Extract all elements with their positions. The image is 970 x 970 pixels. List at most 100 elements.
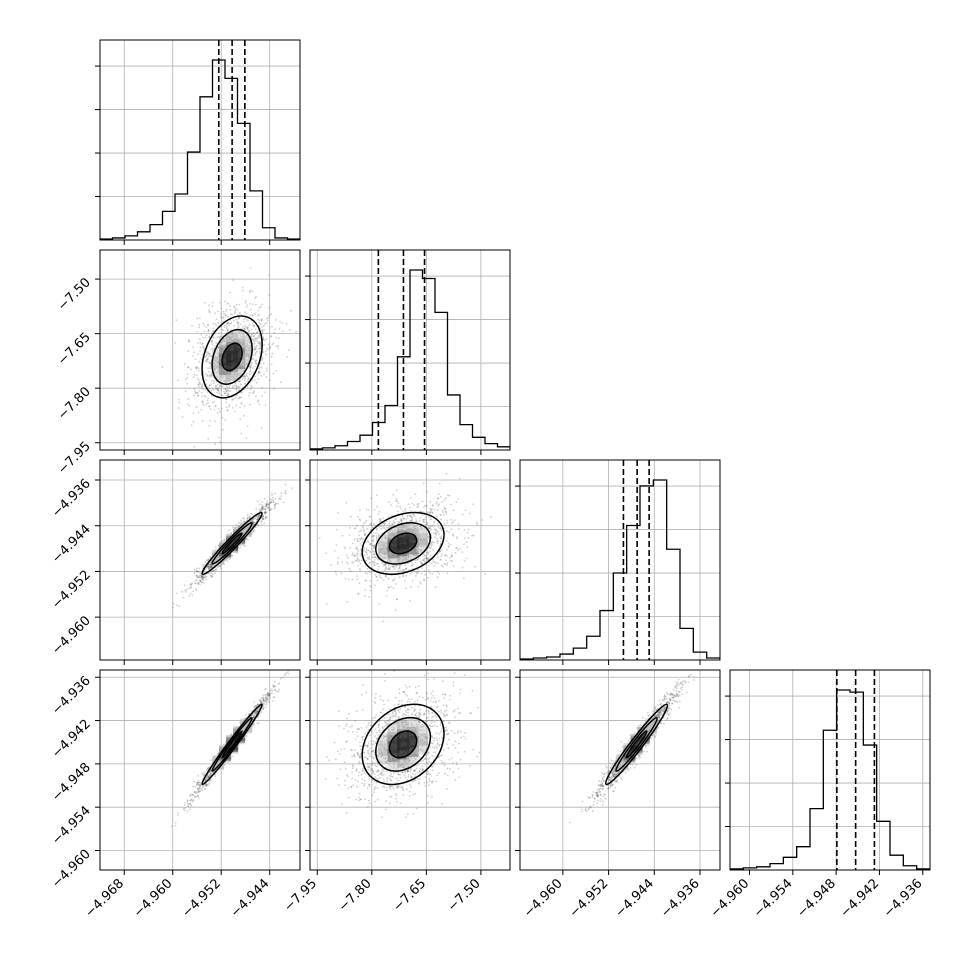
sample-point — [262, 694, 265, 697]
sample-point — [382, 564, 385, 567]
sample-point — [448, 557, 451, 559]
sample-point — [349, 527, 352, 529]
sample-point — [443, 523, 445, 525]
sample-point — [260, 366, 263, 369]
density-cell — [240, 345, 253, 358]
sample-point — [209, 311, 211, 314]
sample-point — [211, 569, 214, 572]
sample-point — [226, 322, 228, 325]
sample-point — [358, 537, 361, 540]
sample-point — [439, 537, 442, 539]
sample-point — [265, 511, 267, 513]
sample-point — [431, 544, 433, 546]
sample-point — [273, 331, 276, 334]
sample-point — [458, 477, 461, 480]
sample-point — [375, 537, 378, 540]
sample-point — [249, 366, 252, 369]
sample-point — [426, 553, 429, 555]
sample-point — [253, 711, 256, 714]
sample-point — [254, 328, 257, 330]
sample-point — [198, 360, 201, 363]
sample-point — [395, 489, 398, 492]
sample-point — [263, 522, 266, 525]
sample-point — [170, 825, 173, 828]
sample-point — [465, 541, 468, 544]
sample-point — [268, 694, 270, 697]
sample-point — [252, 518, 255, 520]
sample-point — [278, 497, 281, 500]
sample-point — [183, 809, 186, 812]
sample-point — [199, 580, 202, 582]
sample-point — [407, 514, 409, 516]
sample-point — [464, 509, 467, 511]
sample-point — [250, 520, 253, 523]
sample-point — [188, 802, 190, 805]
sample-point — [267, 316, 269, 319]
sample-point — [440, 535, 443, 538]
sample-point — [205, 778, 208, 781]
sample-point — [246, 375, 249, 378]
sample-point — [211, 331, 214, 334]
sample-point — [429, 572, 431, 574]
sample-point — [254, 521, 257, 524]
sample-point — [393, 577, 396, 580]
sample-point — [200, 574, 202, 577]
sample-point — [272, 499, 274, 502]
sample-point — [259, 305, 262, 308]
sample-point — [226, 409, 229, 411]
sample-point — [272, 501, 275, 503]
sample-point — [228, 322, 231, 325]
sample-point — [410, 519, 413, 522]
sample-point — [361, 525, 364, 527]
sample-point — [448, 545, 450, 548]
sample-point — [371, 556, 374, 559]
sample-point — [379, 520, 382, 523]
sample-point — [192, 799, 195, 802]
sample-point — [380, 577, 383, 579]
sample-point — [194, 579, 197, 582]
sample-point — [284, 491, 287, 494]
sample-point — [210, 383, 213, 385]
sample-point — [197, 791, 199, 793]
sample-point — [207, 767, 210, 769]
sample-point — [385, 528, 387, 531]
sample-point — [214, 420, 217, 423]
sample-point — [274, 328, 276, 331]
sample-point — [238, 524, 240, 527]
sample-point — [272, 685, 275, 688]
sample-point — [372, 544, 375, 547]
sample-point — [229, 291, 231, 294]
sample-point — [219, 301, 222, 304]
sample-point — [450, 518, 452, 521]
sample-point — [254, 362, 257, 364]
sample-point — [258, 508, 261, 511]
sample-point — [437, 562, 439, 565]
sample-point — [199, 784, 202, 786]
sample-point — [266, 367, 268, 370]
sample-point — [206, 357, 209, 360]
sample-point — [427, 569, 430, 571]
sample-point — [397, 521, 400, 523]
sample-point — [414, 575, 417, 577]
sample-point — [369, 523, 371, 526]
sample-point — [248, 394, 251, 397]
sample-point — [239, 311, 241, 314]
grid-1-0 — [100, 250, 300, 450]
sample-point — [224, 392, 227, 395]
sample-point — [255, 712, 258, 715]
sample-point — [446, 554, 448, 557]
sample-point — [195, 588, 197, 590]
sample-point — [374, 556, 377, 559]
sample-point — [370, 543, 372, 546]
sample-point — [237, 385, 240, 388]
sample-point — [386, 589, 389, 592]
sample-point — [370, 571, 372, 574]
sample-point — [404, 509, 407, 512]
sample-point — [261, 386, 263, 389]
sample-point — [436, 515, 438, 518]
sample-point — [440, 555, 443, 558]
sample-point — [189, 802, 191, 805]
sample-point — [257, 516, 260, 519]
sample-point — [209, 770, 212, 772]
sample-point — [270, 355, 273, 358]
